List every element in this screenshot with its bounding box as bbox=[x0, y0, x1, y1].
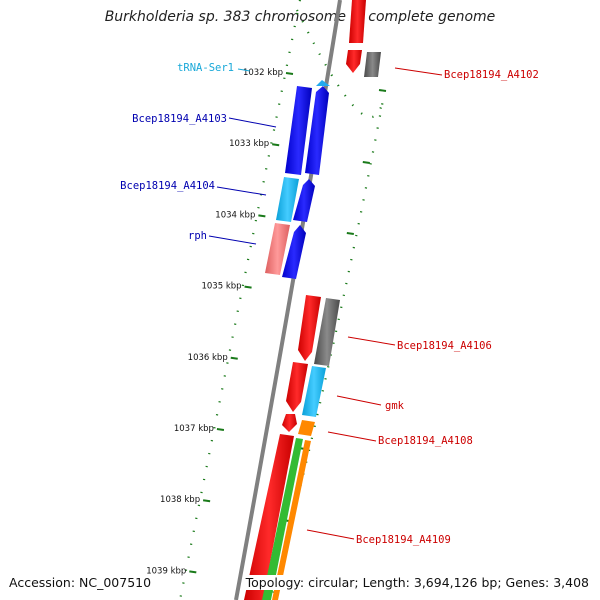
tick-label: 1033 kbp bbox=[229, 139, 269, 149]
gene-a4104-cyan bbox=[276, 177, 299, 222]
gene-group-blue bbox=[265, 86, 329, 279]
gene-a4106-grey bbox=[314, 298, 340, 366]
leader-trna bbox=[237, 68, 251, 72]
gene-a4101-red bbox=[349, 0, 366, 43]
leader-a4104 bbox=[216, 186, 267, 196]
tick-label: 1036 kbp bbox=[188, 353, 228, 363]
gene-a4108-red bbox=[282, 414, 297, 432]
gene-gmk-red bbox=[286, 362, 308, 412]
gene-a4102-grey bbox=[364, 52, 381, 77]
map-title: Burkholderia sp. 383 chromosome 1, compl… bbox=[104, 9, 496, 25]
tick-mark bbox=[216, 428, 225, 431]
tick-mark bbox=[244, 285, 252, 289]
leader-a4109 bbox=[306, 529, 355, 540]
gene-group-lower bbox=[244, 295, 340, 600]
gene-a4103-right bbox=[305, 86, 329, 175]
tick-mark-right bbox=[362, 161, 370, 164]
gene-a4103-left bbox=[285, 86, 312, 175]
label-a4104[interactable]: Bcep18194_A4104 bbox=[120, 180, 215, 192]
gene-a4109-red bbox=[244, 434, 294, 600]
label-a4108[interactable]: Bcep18194_A4108 bbox=[378, 435, 473, 447]
tick-label: 1039 kbp bbox=[146, 566, 186, 576]
tick-label: 1037 kbp bbox=[174, 424, 214, 434]
tick-label: 1032 kbp bbox=[243, 68, 283, 78]
gene-labels: tRNA-Ser1 Bcep18194_A4103 Bcep18194_A410… bbox=[120, 62, 539, 546]
tick-mark bbox=[202, 499, 211, 503]
label-a4103[interactable]: Bcep18194_A4103 bbox=[132, 113, 227, 125]
gene-group-top bbox=[346, 0, 381, 77]
gene-a4108-orange bbox=[298, 420, 315, 436]
tick-mark bbox=[230, 356, 238, 360]
tick-mark-right bbox=[378, 89, 387, 92]
accession-text: Accession: NC_007510 bbox=[9, 575, 152, 590]
tick-label: 1034 kbp bbox=[215, 210, 255, 220]
gene-a4102-red-arrow bbox=[346, 50, 362, 73]
tick-label: 1038 kbp bbox=[160, 495, 200, 505]
leader-rph bbox=[208, 235, 257, 245]
leader-a4108 bbox=[327, 431, 377, 442]
label-trna-ser1[interactable]: tRNA-Ser1 bbox=[177, 62, 234, 74]
gene-a4109-orange bbox=[272, 440, 311, 600]
label-a4102[interactable]: Bcep18194_A4102 bbox=[444, 69, 539, 81]
label-a4106[interactable]: Bcep18194_A4106 bbox=[397, 340, 492, 352]
label-rph[interactable]: rph bbox=[188, 230, 207, 242]
gene-rph-pink bbox=[265, 223, 290, 275]
gene-a4109-green bbox=[262, 438, 303, 600]
trna-ser1-arrow bbox=[316, 80, 330, 86]
gene-gmk-cyan bbox=[302, 366, 326, 417]
tick-mark bbox=[189, 570, 197, 574]
leader-a4106 bbox=[347, 336, 396, 346]
tick-labels: 1032 kbp 1033 kbp 1034 kbp 1035 kbp 1036 kbp… bbox=[146, 68, 283, 576]
label-gmk[interactable]: gmk bbox=[385, 400, 405, 412]
leader-a4102 bbox=[394, 67, 443, 76]
tick-mark-right bbox=[346, 232, 354, 235]
leader-lines bbox=[208, 67, 443, 540]
gene-a4104-blue bbox=[293, 179, 315, 222]
label-a4109[interactable]: Bcep18194_A4109 bbox=[356, 534, 451, 546]
tick-mark bbox=[272, 143, 280, 147]
gene-a4106-red bbox=[298, 295, 321, 361]
topology-text: Topology: circular; Length: 3,694,126 bp… bbox=[243, 575, 591, 590]
tick-mark bbox=[258, 214, 266, 218]
leader-a4103 bbox=[228, 117, 277, 128]
leader-gmk bbox=[336, 395, 382, 406]
gene-rph-blue bbox=[282, 225, 306, 279]
tick-mark bbox=[285, 72, 294, 75]
tick-label: 1035 kbp bbox=[201, 282, 241, 292]
